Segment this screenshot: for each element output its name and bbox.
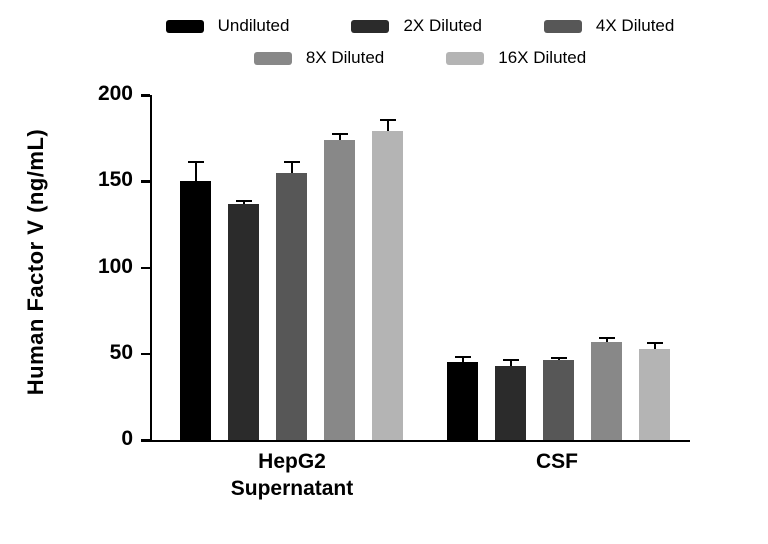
y-tick-mark-200 [141, 94, 150, 97]
error-bar [290, 160, 293, 173]
error-bar [242, 200, 245, 204]
bar-undiluted-hepg2-supernatant [180, 160, 211, 440]
error-bar [338, 133, 341, 140]
y-axis-title: Human Factor V (ng/mL) [23, 128, 48, 396]
bar-16x-diluted-csf [639, 341, 670, 440]
bar-group-csf [447, 336, 670, 440]
y-tick-mark-100 [141, 266, 150, 269]
error-bar [386, 119, 389, 132]
legend-row-1: Undiluted 2X Diluted 4X Diluted [140, 16, 700, 36]
plot-area [150, 95, 690, 442]
error-bar [653, 341, 656, 350]
bar-group-hepg2-supernatant [180, 119, 403, 440]
legend-item-2x-diluted: 2X Diluted [351, 16, 482, 36]
legend-label-4x-diluted: 4X Diluted [595, 16, 675, 35]
error-bar [557, 357, 560, 360]
legend-item-16x-diluted: 16X Diluted [446, 48, 586, 68]
y-tick-label-100: 100 [97, 254, 133, 278]
legend-item-4x-diluted: 4X Diluted [543, 16, 675, 36]
legend-label-16x-diluted: 16X Diluted [498, 48, 587, 67]
bar-2x-diluted-csf [495, 358, 526, 440]
bar-4x-diluted-hepg2-supernatant [276, 160, 307, 440]
legend-item-8x-diluted: 8X Diluted [253, 48, 385, 68]
bar-4x-diluted-csf [543, 357, 574, 440]
y-tick-mark-150 [141, 180, 150, 183]
x-axis-label-csf: CSF [536, 450, 578, 473]
error-bar [605, 336, 608, 342]
legend: Undiluted 2X Diluted 4X Diluted 8X Dilut… [140, 16, 700, 68]
y-tick-label-200: 200 [97, 82, 133, 105]
error-bar [509, 358, 512, 366]
legend-label-2x-diluted: 2X Diluted [403, 16, 482, 35]
y-tick-label-50: 50 [109, 340, 133, 364]
bar-16x-diluted-hepg2-supernatant [372, 119, 403, 440]
bar-8x-diluted-hepg2-supernatant [324, 133, 355, 440]
legend-swatch-4x-diluted [543, 19, 582, 33]
y-tick-mark-50 [141, 352, 150, 356]
legend-label-8x-diluted: 8X Diluted [305, 48, 385, 67]
legend-item-undiluted: Undiluted [165, 16, 290, 36]
y-tick-label-0: 0 [121, 427, 133, 450]
legend-swatch-2x-diluted [351, 19, 390, 33]
bar-undiluted-csf [447, 356, 478, 440]
y-tick-label-150: 150 [97, 168, 133, 192]
legend-row-2: 8X Diluted 16X Diluted [140, 48, 700, 68]
legend-swatch-undiluted [165, 19, 204, 33]
bar-8x-diluted-csf [591, 336, 622, 440]
legend-swatch-8x-diluted [253, 51, 292, 65]
bar-2x-diluted-hepg2-supernatant [228, 200, 259, 440]
error-bar [461, 356, 464, 363]
x-axis-label-hepg2-supernatant: HepG2 Supernatant [230, 450, 354, 501]
error-bar [194, 160, 197, 182]
legend-swatch-16x-diluted [446, 51, 485, 65]
legend-label-undiluted: Undiluted [217, 16, 290, 35]
y-tick-mark-0 [141, 439, 150, 442]
